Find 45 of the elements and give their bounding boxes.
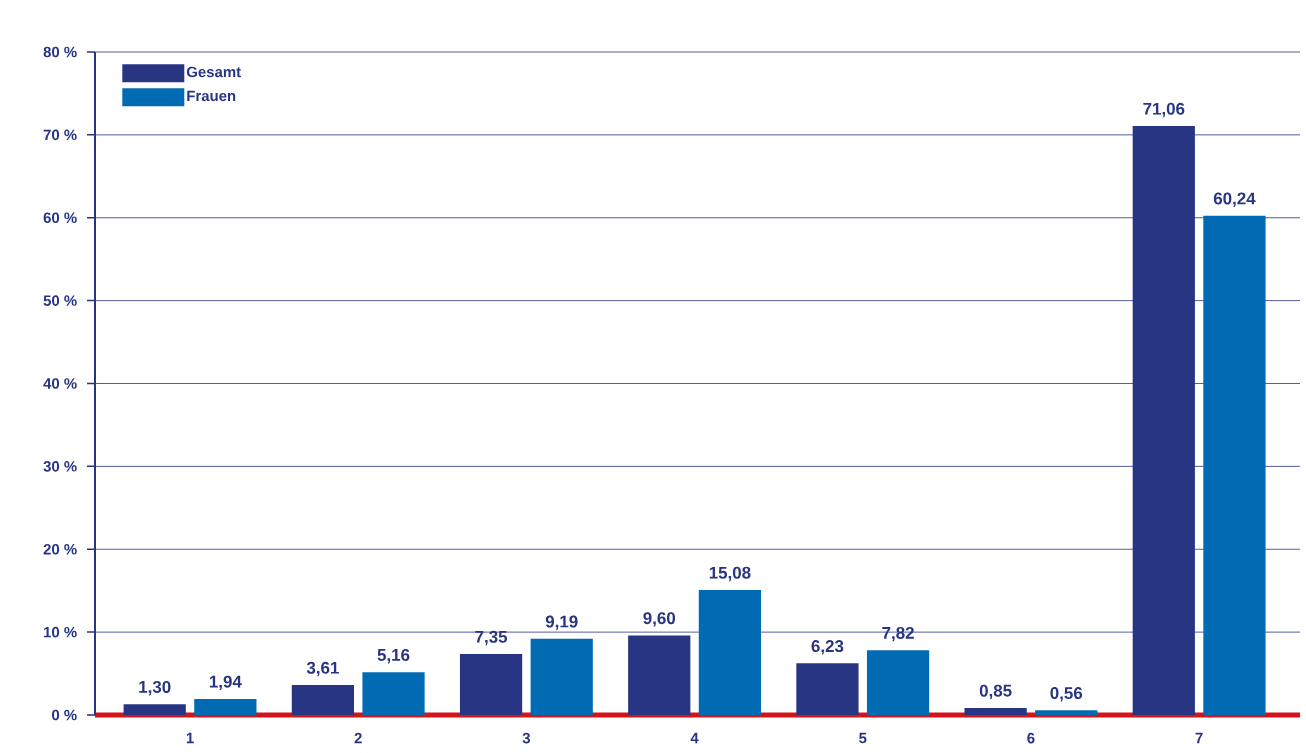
y-tick-label: 60 % — [43, 212, 77, 224]
data-label: 71,06 — [1143, 102, 1185, 118]
data-label: 0,56 — [1050, 687, 1083, 702]
bar — [123, 704, 186, 715]
x-tick-label: 3 — [522, 732, 530, 744]
data-label: 60,24 — [1213, 192, 1256, 207]
y-tick-label: 70 % — [43, 129, 77, 141]
x-tick-label: 7 — [1195, 732, 1203, 744]
y-tick-label: 30 % — [43, 461, 77, 472]
legend-label: Frauen — [187, 90, 236, 102]
x-tick-label: 4 — [690, 732, 699, 744]
bar — [291, 685, 354, 715]
data-label: 7,35 — [475, 630, 508, 646]
bar — [459, 654, 523, 715]
legend-label: Gesamt — [186, 66, 241, 78]
y-tick-label: 80 % — [43, 46, 77, 58]
x-tick-label: 5 — [859, 732, 867, 744]
y-tick-label: 20 % — [43, 543, 77, 555]
data-label: 3,61 — [306, 661, 339, 677]
data-label: 7,82 — [882, 626, 914, 642]
x-tick-label: 2 — [354, 732, 362, 744]
bar — [964, 707, 1027, 715]
bar — [1203, 215, 1266, 715]
x-tick-label: 1 — [186, 732, 194, 744]
data-label: 1,94 — [209, 675, 242, 691]
x-tick-label: 6 — [1027, 732, 1035, 744]
bar — [530, 638, 593, 715]
data-label: 15,08 — [709, 566, 751, 582]
bar — [362, 672, 425, 715]
bar — [796, 663, 859, 715]
data-label: 9,19 — [545, 615, 578, 630]
y-tick-label: 10 % — [44, 626, 77, 638]
y-tick-label: 50 % — [43, 295, 77, 306]
data-label: 9,60 — [643, 612, 676, 627]
bar — [866, 650, 930, 715]
bar — [698, 590, 761, 715]
y-tick-label: 0 % — [52, 709, 77, 721]
y-tick-label: 40 % — [43, 378, 77, 389]
bar — [628, 635, 691, 715]
data-label: 0,85 — [979, 684, 1012, 700]
data-label: 6,23 — [811, 640, 844, 655]
data-label: 1,30 — [139, 680, 171, 696]
data-label: 5,16 — [377, 648, 410, 664]
bar — [194, 698, 257, 715]
bar — [1035, 710, 1098, 715]
